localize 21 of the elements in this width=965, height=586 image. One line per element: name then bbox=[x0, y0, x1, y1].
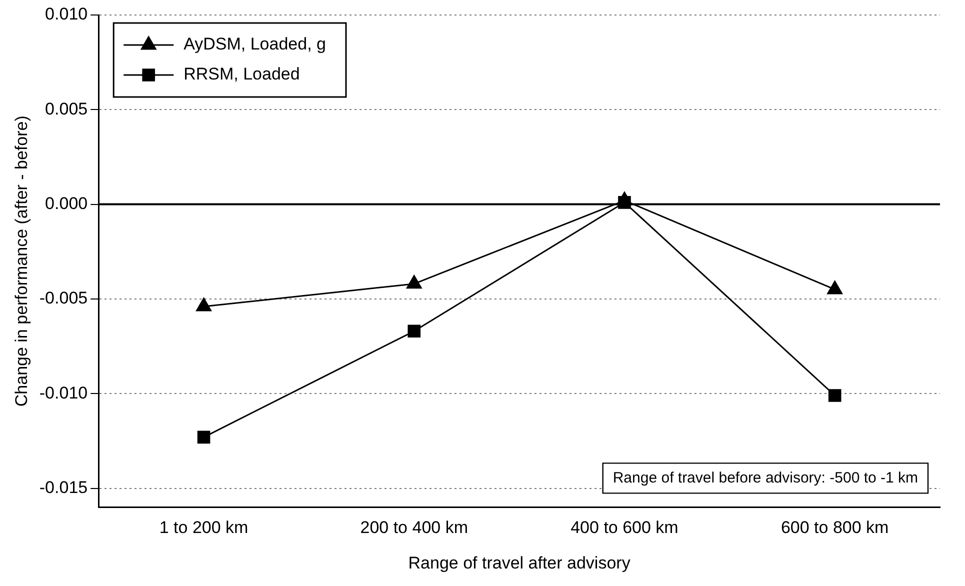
y-tick-label: 0.010 bbox=[45, 4, 88, 24]
legend-label: RRSM, Loaded bbox=[184, 64, 300, 84]
x-axis-title: Range of travel after advisory bbox=[408, 553, 631, 572]
y-tick-label: -0.005 bbox=[39, 288, 88, 308]
y-tick-label: -0.010 bbox=[39, 383, 88, 402]
y-axis-title: Change in performance (after - before) bbox=[12, 116, 31, 407]
y-tick-label: -0.015 bbox=[39, 478, 88, 497]
point bbox=[196, 298, 212, 312]
x-tick-label: 1 to 200 km bbox=[159, 518, 248, 538]
y-tick-label: 0.005 bbox=[45, 99, 88, 118]
x-tick-label: 200 to 400 km bbox=[360, 518, 468, 538]
x-tick-label: 400 to 600 km bbox=[570, 518, 678, 538]
legend-label: AyDSM, Loaded, g bbox=[184, 34, 326, 54]
y-tick-label: 0.000 bbox=[45, 194, 88, 213]
point bbox=[827, 280, 843, 294]
point bbox=[828, 389, 842, 402]
point bbox=[408, 324, 421, 338]
annotation: Range of travel before advisory: -500 to -1 km bbox=[612, 469, 918, 486]
x-tick-label: 600 to 800 km bbox=[780, 518, 889, 538]
point bbox=[197, 430, 210, 444]
point bbox=[406, 275, 422, 289]
